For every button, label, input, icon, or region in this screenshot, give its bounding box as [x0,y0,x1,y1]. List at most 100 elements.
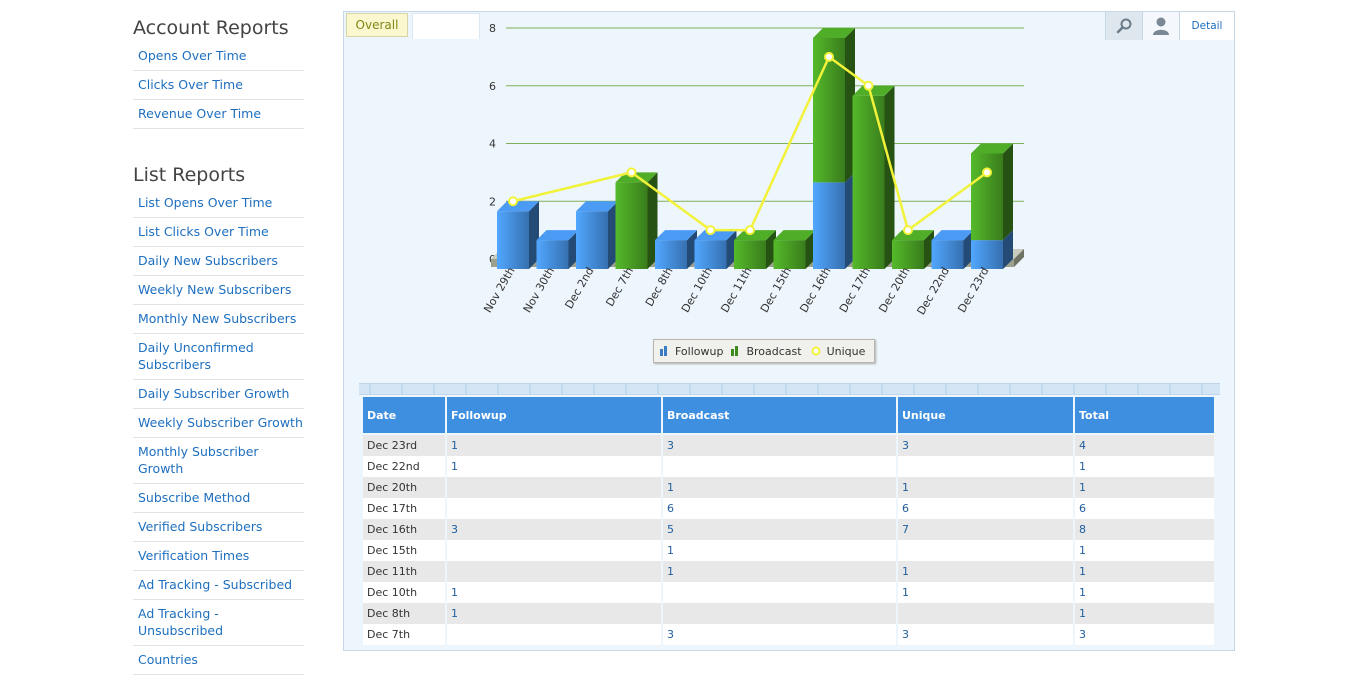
x-tick-label: Dec 2nd [562,265,596,311]
y-tick-label: 8 [489,22,496,35]
table-cell-followup: 1 [447,603,661,624]
table-row: Dec 8th 1 1 [363,603,1214,624]
y-tick-label: 6 [489,80,496,93]
table-row: Dec 20th 1 1 1 [363,477,1214,498]
bar-top-followup [576,201,618,212]
x-tick-label: Dec 23rd [955,265,991,315]
sidebar-item-clicks-over-time[interactable]: Clicks Over Time [133,71,304,100]
tab-overall[interactable]: Overall [346,13,408,37]
list-reports-title: List Reports [133,164,246,186]
sidebar-item-verification-times[interactable]: Verification Times [133,542,304,571]
table-row: Dec 16th 3 5 7 8 [363,519,1214,540]
tab-blank [412,13,480,39]
table-cell-followup [447,477,661,498]
sidebar-item-weekly-new-subscribers[interactable]: Weekly New Subscribers [133,276,304,305]
sidebar-item-opens-over-time[interactable]: Opens Over Time [133,42,304,71]
x-tick-label: Nov 29th [481,265,517,315]
table-cell-total: 1 [1075,477,1214,498]
sidebar-item-monthly-new-subscribers[interactable]: Monthly New Subscribers [133,305,304,334]
table-row: Dec 17th 6 6 6 [363,498,1214,519]
column-total[interactable]: Total [1075,397,1214,435]
table-cell-date: Dec 20th [363,477,445,498]
bar-top-broadcast [852,85,895,96]
table-cell-unique: 6 [898,498,1073,519]
bar-broadcast [615,182,648,269]
column-unique[interactable]: Unique [898,397,1073,435]
detail-button[interactable]: Detail [1179,12,1234,40]
bar-followup [971,240,1003,269]
user-icon [1153,17,1169,35]
table-header-row: Date Followup Broadcast Unique Total [363,397,1214,435]
bar-followup [931,240,964,269]
bar-followup [536,240,569,269]
bar-followup [497,211,529,269]
table-row: Dec 22nd 1 1 [363,456,1214,477]
table-cell-broadcast [663,603,896,624]
table-cell-date: Dec 22nd [363,456,445,477]
column-broadcast[interactable]: Broadcast [663,397,896,435]
grid-toolbar-strip[interactable] [359,383,1220,395]
sidebar-item-subscribe-method[interactable]: Subscribe Method [133,484,304,513]
bar-top-followup [931,230,974,241]
unique-point [982,167,992,178]
table-cell-unique [898,456,1073,477]
unique-point [863,80,874,91]
report-sidebar: Account Reports Opens Over Time Clicks O… [133,14,304,675]
table-cell-date: Dec 7th [363,624,445,645]
table-cell-total: 8 [1075,519,1214,540]
sidebar-item-revenue-over-time[interactable]: Revenue Over Time [133,100,304,129]
sidebar-item-daily-new-subscribers[interactable]: Daily New Subscribers [133,247,304,276]
bar-side-followup [1003,230,1013,269]
table-cell-followup [447,540,661,561]
table-cell-broadcast [663,456,896,477]
sidebar-item-daily-subscriber-growth[interactable]: Daily Subscriber Growth [133,380,304,409]
table-row: Dec 15th 1 1 [363,540,1214,561]
broadcast-swatch-icon [731,346,739,356]
list-reports-list: List Opens Over Time List Clicks Over Ti… [133,189,304,675]
table-cell-broadcast: 1 [663,477,896,498]
sidebar-item-list-opens[interactable]: List Opens Over Time [133,189,304,218]
zoom-button[interactable] [1105,12,1142,40]
column-followup[interactable]: Followup [447,397,661,435]
sidebar-item-list-clicks[interactable]: List Clicks Over Time [133,218,304,247]
sidebar-item-ad-tracking-unsubscribed[interactable]: Ad Tracking - Unsubscribed [133,600,304,646]
sidebar-item-ad-tracking-subscribed[interactable]: Ad Tracking - Subscribed [133,571,304,600]
magnifier-icon [1116,18,1132,34]
sidebar-item-weekly-subscriber-growth[interactable]: Weekly Subscriber Growth [133,409,304,438]
chart-legend: Followup Broadcast Unique [653,339,875,363]
table-cell-total: 1 [1075,582,1214,603]
table-cell-unique: 1 [898,561,1073,582]
chart-toolbar: Detail [1105,12,1234,40]
x-tick-label: Dec 22nd [914,265,952,317]
table-cell-broadcast: 3 [663,624,896,645]
x-tick-label: Dec 16th [797,265,833,315]
table-cell-date: Dec 16th [363,519,445,540]
sidebar-item-countries[interactable]: Countries [133,646,304,675]
table-cell-followup [447,498,661,519]
unique-point [626,167,637,178]
table-cell-broadcast: 1 [663,540,896,561]
y-tick-label: 4 [489,138,496,151]
table-cell-total: 6 [1075,498,1214,519]
table-cell-unique: 3 [898,624,1073,645]
legend-unique-label: Unique [826,344,866,358]
legend-broadcast-label: Broadcast [746,344,802,358]
x-tick-label: Dec 17th [837,265,873,315]
table-cell-broadcast: 6 [663,498,896,519]
table-cell-followup: 3 [447,519,661,540]
account-reports-list: Opens Over Time Clicks Over Time Revenue… [133,42,304,129]
bar-followup [813,182,845,269]
table-cell-unique: 1 [898,477,1073,498]
x-tick-label: Dec 20th [876,265,912,315]
table-cell-total: 1 [1075,603,1214,624]
sidebar-item-verified-subscribers[interactable]: Verified Subscribers [133,513,304,542]
sidebar-item-monthly-subscriber-growth[interactable]: Monthly Subscriber Growth [133,438,304,484]
bar-top-broadcast [734,230,776,241]
user-button[interactable] [1142,12,1179,40]
sidebar-item-daily-unconfirmed-subscribers[interactable]: Daily Unconfirmed Subscribers [133,334,304,380]
table-cell-unique: 7 [898,519,1073,540]
bar-top-followup [655,230,697,241]
column-date[interactable]: Date [363,397,445,435]
